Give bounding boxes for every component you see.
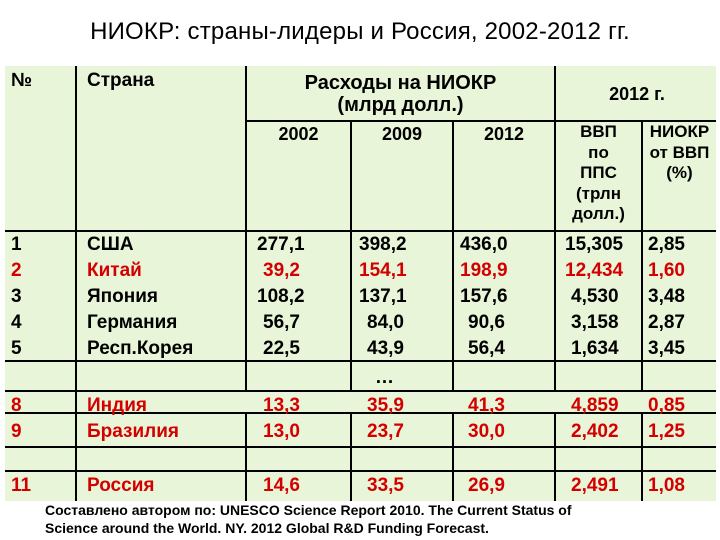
cell-share: 1,08 [648,475,685,496]
grid-line [5,360,716,362]
cell-2009: 84,0 [367,312,404,333]
grid-line [554,412,556,501]
header-2002: 2002 [278,124,319,144]
header-rd-line2: (млрд долл.) [337,94,464,116]
footnote-line-1: Составлено автором по: UNESCO Science Re… [45,502,572,518]
header-country: Страна [87,70,155,91]
cell-2002: 39,2 [263,260,300,281]
cell-2012: 41,3 [468,395,505,416]
grid-line [75,66,77,501]
cell-2009: 137,1 [359,286,407,307]
cell-2012: 436,0 [460,234,508,255]
cell-share: 2,85 [648,234,685,255]
cell-country: Респ.Корея [87,338,194,359]
rd-table: № Страна Расходы на НИОКР (млрд долл.) 2… [5,66,716,501]
page-title: НИОКР: страны-лидеры и Россия, 2002-2012… [90,18,630,45]
cell-gdp: 4,530 [571,286,619,307]
grid-line [5,230,716,232]
grid-line [452,122,454,392]
cell-gdp: 4,859 [571,395,619,416]
grid-line [5,390,716,392]
cell-2012: 90,6 [468,312,505,333]
grid-line [5,412,716,414]
header-num: № [11,70,33,91]
cell-2009: 154,1 [359,260,407,281]
header-2012-group: 2012 г. [609,84,665,104]
grid-line [245,120,716,122]
cell-2012: 26,9 [468,475,505,496]
cell-country: Россия [87,475,155,496]
cell-country: Индия [87,395,147,416]
cell-share: 0,85 [648,395,685,416]
cell-share: 3,45 [648,338,685,359]
cell-gdp: 3,158 [571,312,619,333]
header-rd-gdp: НИОКР от ВВП (%) [649,122,710,182]
cell-num: 5 [11,338,22,359]
cell-2012: 56,4 [468,338,505,359]
header-gdp: ВВП по ППС (трлн долл.) [572,122,625,223]
grid-line [350,412,352,501]
cell-country: Германия [87,312,178,333]
cell-gdp: 1,634 [571,338,619,359]
ellipsis: … [375,367,394,388]
cell-2009: 35,9 [367,395,404,416]
cell-gdp: 15,305 [565,234,624,255]
cell-2012: 198,9 [460,260,508,281]
cell-country: Бразилия [87,421,180,442]
cell-2002: 13,0 [263,421,300,442]
grid-line [641,412,643,501]
header-rd-line1: Расходы на НИОКР [304,72,497,94]
grid-line [245,412,247,501]
cell-share: 3,48 [648,286,685,307]
grid-line [5,446,716,448]
cell-2002: 108,2 [257,286,305,307]
footnote-line-2: Science around the World. NY. 2012 Globa… [45,520,489,536]
grid-line [350,122,352,392]
cell-share: 2,87 [648,312,685,333]
cell-num: 4 [11,312,22,333]
cell-2002: 14,6 [263,475,300,496]
cell-country: Япония [87,286,158,307]
grid-line [245,66,247,392]
cell-num: 3 [11,286,22,307]
cell-2002: 56,7 [263,312,300,333]
cell-gdp: 2,402 [571,421,619,442]
header-2012: 2012 [483,124,525,144]
cell-2009: 33,5 [367,475,404,496]
cell-gdp: 2,491 [571,475,619,496]
cell-num: 9 [11,421,22,442]
grid-line [641,122,643,392]
source-footnote: Составлено автором по: UNESCO Science Re… [45,501,705,537]
cell-country: Китай [87,260,142,281]
cell-2002: 22,5 [263,338,300,359]
header-rd-group: Расходы на НИОКР (млрд долл.) [249,72,552,116]
cell-2012: 30,0 [468,421,505,442]
header-2009: 2009 [381,124,423,144]
cell-share: 1,60 [648,260,685,281]
cell-country: США [87,234,134,255]
cell-share: 1,25 [648,421,685,442]
grid-line [5,470,716,472]
grid-line [554,66,556,392]
cell-2009: 43,9 [367,338,404,359]
cell-num: 8 [11,395,22,416]
cell-2009: 398,2 [359,234,407,255]
grid-line [452,412,454,501]
cell-num: 11 [11,475,32,496]
cell-2002: 277,1 [257,234,305,255]
cell-num: 2 [11,260,22,281]
cell-gdp: 12,434 [565,260,624,281]
cell-num: 1 [11,234,22,255]
cell-2009: 23,7 [367,421,404,442]
cell-2002: 13,3 [263,395,300,416]
cell-2012: 157,6 [460,286,508,307]
